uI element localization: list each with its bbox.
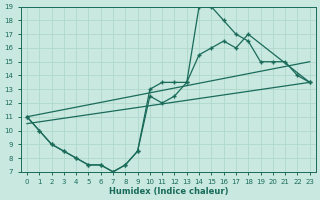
X-axis label: Humidex (Indice chaleur): Humidex (Indice chaleur) (108, 187, 228, 196)
